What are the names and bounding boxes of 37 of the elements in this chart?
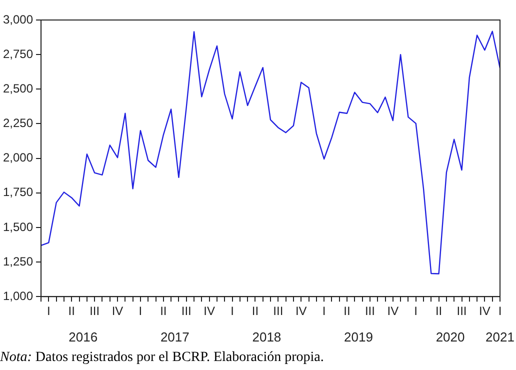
- x-tick-label: III: [181, 304, 192, 318]
- text: 2020: [436, 330, 465, 345]
- text: 2016: [68, 330, 98, 345]
- y-tick-label: 1,750: [3, 185, 34, 200]
- x-tick-label: II: [435, 304, 442, 318]
- x-tick-label: I: [322, 304, 326, 318]
- text: 2018: [252, 330, 282, 345]
- x-tick-label: III: [273, 304, 284, 318]
- x-tick-label: I: [498, 304, 502, 318]
- x-tick-label: II: [344, 304, 350, 318]
- text: 2021: [486, 330, 514, 345]
- x-tick-label: IV: [204, 304, 215, 318]
- text: 2017: [160, 330, 190, 345]
- y-tick-label: 3,000: [3, 12, 34, 26]
- x-tick-label: I: [230, 304, 234, 318]
- x-tick-label: IV: [295, 304, 307, 318]
- y-tick-label: 2,500: [3, 81, 34, 96]
- x-tick-label: I: [414, 304, 418, 318]
- x-tick-label: III: [90, 304, 100, 318]
- x-tick-label: I: [138, 304, 142, 318]
- x-tick-label: IV: [387, 304, 399, 318]
- y-tick-label: 2,000: [3, 150, 34, 165]
- x-tick-label: II: [252, 304, 259, 318]
- y-tick-label: 1,000: [3, 288, 34, 303]
- x-tick-label: IV: [479, 304, 490, 318]
- x-tick-label: I: [47, 304, 50, 318]
- x-tick-label: II: [68, 304, 75, 318]
- text: 2019: [344, 330, 373, 345]
- y-tick-label: 2,250: [3, 116, 34, 130]
- text: Nota: Datos registrados por el BCRP. Elaboración propia.: [0, 350, 324, 366]
- x-tick-label: IV: [112, 304, 124, 318]
- y-tick-label: 1,250: [3, 254, 34, 268]
- x-tick-label: III: [364, 304, 375, 318]
- x-tick-label: III: [456, 304, 467, 318]
- x-tick-label: II: [160, 304, 167, 318]
- y-tick-label: 1,500: [3, 220, 34, 234]
- y-tick-label: 2,750: [3, 46, 34, 61]
